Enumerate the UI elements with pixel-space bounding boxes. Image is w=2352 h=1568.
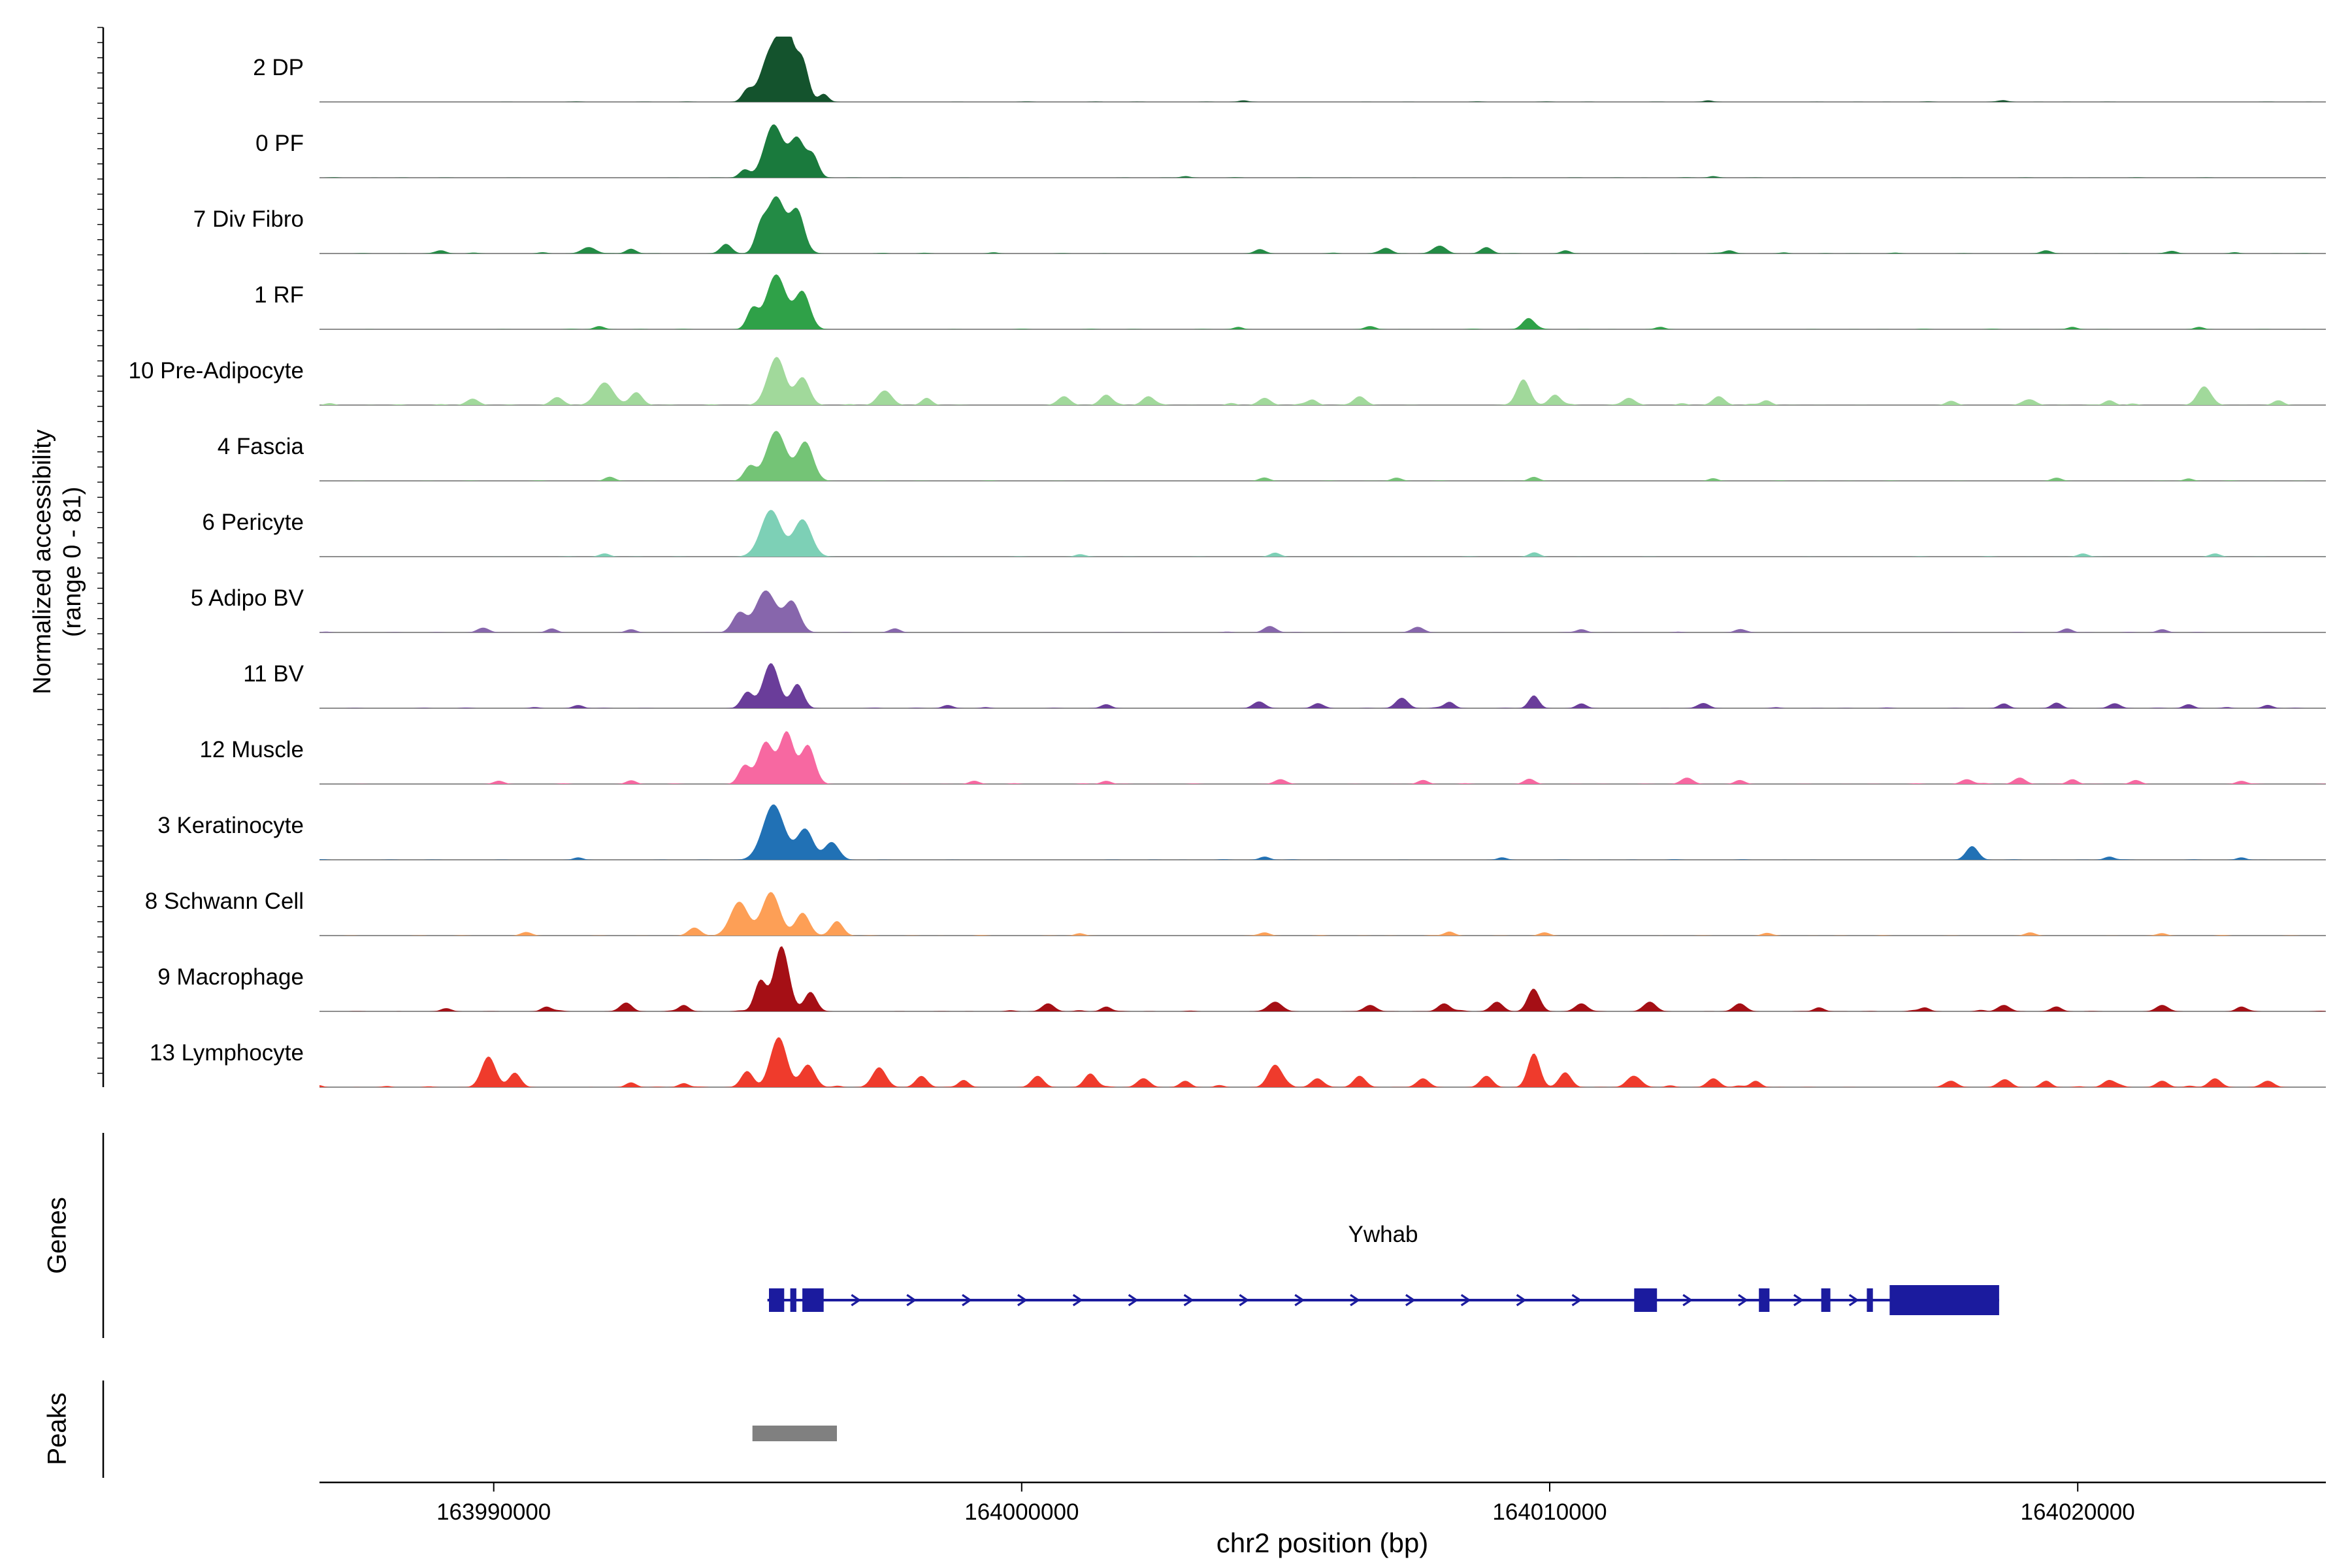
track-label: 6 Pericyte: [202, 510, 304, 535]
gene-exon: [769, 1288, 785, 1312]
gene-exon: [802, 1288, 824, 1312]
coverage-track-6-pericyte: [319, 510, 2326, 557]
gene-strand-arrow: [1571, 1294, 1582, 1307]
track-label: 12 Muscle: [199, 737, 304, 762]
coverage-track-8-schwann-cell: [319, 892, 2326, 936]
gene-strand-arrow: [1738, 1294, 1748, 1307]
gene-strand-arrow: [906, 1294, 917, 1307]
x-tick-label: 164000000: [964, 1499, 1079, 1525]
genes-section-label: Genes: [42, 1197, 72, 1274]
coverage-track-9-macrophage: [319, 946, 2326, 1011]
coverage-track-13-lymphocyte: [319, 1037, 2326, 1087]
x-tick-label: 164020000: [2020, 1499, 2135, 1525]
gene-exon: [1759, 1288, 1770, 1312]
gene-exon: [1634, 1288, 1658, 1312]
track-label: 0 PF: [255, 131, 304, 156]
coverage-track-0-pf: [319, 124, 2326, 178]
gene-strand-arrow: [1516, 1294, 1527, 1307]
track-label: 10 Pre-Adipocyte: [128, 358, 304, 384]
gene-strand-arrow: [1682, 1294, 1693, 1307]
track-label: 11 BV: [243, 661, 304, 687]
gene-strand-arrow: [962, 1294, 972, 1307]
track-label: 3 Keratinocyte: [157, 813, 304, 838]
track-label: 9 Macrophage: [157, 964, 304, 990]
coverage-track-4-fascia: [319, 431, 2326, 481]
track-label: 7 Div Fibro: [193, 206, 304, 232]
gene-strand-arrow: [1350, 1294, 1360, 1307]
track-label: 2 DP: [253, 55, 304, 80]
coverage-track-10-pre-adipocyte: [319, 357, 2326, 405]
gene-strand-arrow: [1793, 1294, 1804, 1307]
track-label: 8 Schwann Cell: [144, 889, 304, 914]
coverage-track-1-rf: [319, 274, 2326, 329]
gene-exon: [1821, 1288, 1831, 1312]
gene-strand-arrow: [1460, 1294, 1471, 1307]
coverage-track-11-bv: [319, 663, 2326, 708]
gene-strand-arrow: [1239, 1294, 1250, 1307]
gene-strand-arrow: [1294, 1294, 1305, 1307]
coverage-track-3-keratinocyte: [319, 804, 2326, 860]
gene-strand-arrow: [851, 1294, 862, 1307]
peaks-section-label: Peaks: [42, 1392, 72, 1465]
coverage-track-7-div-fibro: [319, 196, 2326, 253]
gene-exon: [1867, 1288, 1873, 1312]
gene-strand-arrow: [1848, 1294, 1859, 1307]
y-axis-title: Normalized accessibility (range 0 - 81): [27, 429, 88, 694]
coverage-track-2-dp: [319, 37, 2326, 102]
gene-name-label: Ywhab: [1348, 1222, 1418, 1247]
coverage-track-12-muscle: [319, 731, 2326, 784]
y-axis-title-line1: Normalized accessibility: [29, 429, 56, 694]
track-label: 13 Lymphocyte: [149, 1040, 304, 1066]
y-axis-title-line2: (range 0 - 81): [59, 486, 86, 638]
track-label: 1 RF: [254, 282, 304, 308]
x-tick-label: 164010000: [1492, 1499, 1607, 1525]
gene-strand-arrow: [1183, 1294, 1194, 1307]
x-tick-label: 163990000: [436, 1499, 551, 1525]
x-axis-title: chr2 position (bp): [1216, 1527, 1429, 1558]
gene-strand-arrow: [1017, 1294, 1028, 1307]
track-label: 4 Fascia: [217, 434, 304, 459]
coverage-track-5-adipo-bv: [319, 590, 2326, 632]
track-label: 5 Adipo BV: [190, 585, 304, 611]
gene-exon: [790, 1288, 796, 1312]
gene-exon: [1889, 1285, 1999, 1315]
gene-strand-arrow: [1072, 1294, 1083, 1307]
gene-strand-arrow: [1405, 1294, 1416, 1307]
peak-region-bar: [752, 1426, 837, 1441]
gene-strand-arrow: [1128, 1294, 1139, 1307]
